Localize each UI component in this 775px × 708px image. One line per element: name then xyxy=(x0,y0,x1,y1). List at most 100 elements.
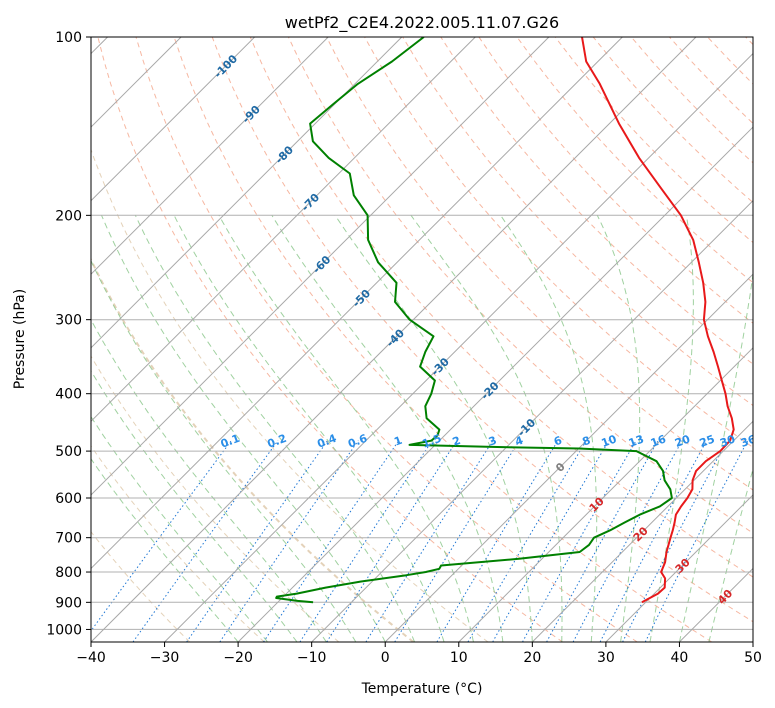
y-tick-label: 300 xyxy=(55,313,82,329)
mixing-ratio-line xyxy=(522,440,637,642)
mixing-ratio-label: 8 xyxy=(581,434,593,449)
dry-adiabat-line xyxy=(91,531,191,642)
mixing-ratio-lines xyxy=(91,440,749,642)
moist-adiabat-line xyxy=(596,215,641,642)
x-axis-label: Temperature (°C) xyxy=(361,681,483,697)
isotherm-line xyxy=(91,37,623,570)
mixing-ratio-label: 3 xyxy=(487,434,499,449)
isotherm-line xyxy=(91,37,697,642)
mixing-ratio-label: 0.1 xyxy=(219,432,242,451)
moist-adiabats xyxy=(91,215,753,642)
x-tick-label: −30 xyxy=(150,650,180,666)
dry-adiabats xyxy=(91,37,753,642)
mixing-ratio-label: 36 xyxy=(739,432,758,450)
sounding-series xyxy=(275,37,735,604)
plot-background xyxy=(91,37,753,642)
mixing-ratio-label: 6 xyxy=(552,434,564,449)
dry-adiabat-line xyxy=(402,37,753,407)
mixing-ratio-label: 10 xyxy=(600,432,619,450)
mixing-ratio-label: 2 xyxy=(451,434,463,449)
mixing-ratio-line xyxy=(572,440,683,642)
mixing-ratio-label: 0.2 xyxy=(266,432,289,451)
dry-adiabat-line xyxy=(440,37,753,365)
moist-adiabat-line xyxy=(91,457,239,642)
y-axis-label: Pressure (hPa) xyxy=(12,289,28,389)
mixing-ratio-line xyxy=(299,440,433,642)
x-tick-label: 20 xyxy=(523,650,541,666)
mixing-ratio-label: 0.4 xyxy=(316,432,339,451)
plot-frame xyxy=(90,36,754,643)
isotherm-line xyxy=(91,37,329,275)
y-axis: 100 200 300 400 500 600 700 800 900 1000 xyxy=(46,30,91,638)
y-tick-label: 600 xyxy=(55,491,82,507)
x-tick-label: 10 xyxy=(450,650,468,666)
x-tick-label: −20 xyxy=(223,650,253,666)
isotherm-line xyxy=(605,494,753,642)
mixing-ratio-label: 4 xyxy=(513,434,525,449)
dry-adiabat-line xyxy=(516,37,753,284)
y-tick-label: 900 xyxy=(55,595,82,611)
mixing-ratio-line xyxy=(365,440,494,642)
mixing-ratio-label: 0.6 xyxy=(346,432,369,451)
isotherm-line xyxy=(91,37,550,496)
mixing-ratio-line xyxy=(132,440,279,642)
dry-adiabat-line xyxy=(97,37,563,642)
mixing-ratio-line xyxy=(644,440,749,642)
moist-adiabat-line xyxy=(134,215,416,642)
dry-adiabat-line xyxy=(91,445,265,642)
y-tick-label: 1000 xyxy=(46,622,82,638)
y-tick-label: 200 xyxy=(55,208,82,224)
isotherm-lines xyxy=(91,37,753,642)
isotherm-line xyxy=(164,52,753,642)
dewpoint-profile-line xyxy=(275,37,673,604)
x-tick-label: 50 xyxy=(744,650,762,666)
mixing-ratio-line xyxy=(219,440,359,642)
x-tick-label: 0 xyxy=(381,650,390,666)
isotherm-line xyxy=(384,273,753,642)
y-tick-label: 800 xyxy=(55,565,82,581)
mixing-ratio-line xyxy=(263,440,400,642)
moist-adiabat-line xyxy=(334,215,533,642)
dry-adiabat-line xyxy=(91,148,489,642)
mixing-ratio-label: 1 xyxy=(392,434,404,449)
moist-adiabat-line xyxy=(101,215,386,642)
isotherm-line xyxy=(752,641,753,642)
y-tick-label: 100 xyxy=(55,30,82,46)
moist-adiabat-line xyxy=(678,270,753,642)
mixing-ratio-line xyxy=(186,440,329,642)
dry-adiabat-line xyxy=(249,37,753,578)
x-tick-label: −10 xyxy=(297,650,327,666)
moist-adiabat-line xyxy=(91,259,357,642)
moist-adiabat-line xyxy=(410,215,563,642)
mixing-ratio-line xyxy=(546,440,659,642)
isotherm-line xyxy=(91,37,403,349)
mixing-ratio-label: 30 xyxy=(718,432,737,450)
temperature-profile-line xyxy=(581,37,735,604)
moist-adiabat-line xyxy=(271,215,504,642)
mixing-ratio-label: 16 xyxy=(649,432,668,450)
mixing-ratio-label: 13 xyxy=(627,432,646,449)
isotherm-line xyxy=(531,420,753,642)
mixing-ratio-label: 25 xyxy=(698,432,717,449)
mixing-ratio-line xyxy=(91,440,232,632)
isotherm-line xyxy=(91,37,256,202)
chart-title: wetPf2_C2E4.2022.005.11.07.G26 xyxy=(285,13,559,33)
isotherm-line xyxy=(458,347,753,642)
isotherm-line xyxy=(311,199,753,642)
x-tick-label: 40 xyxy=(671,650,689,666)
dry-adiabat-line xyxy=(135,37,638,642)
x-tick-label: 30 xyxy=(597,650,615,666)
isotherm-line xyxy=(91,37,476,423)
x-tick-label: −40 xyxy=(76,650,106,666)
x-axis: −40 −30 −20 −10 0 10 20 30 40 50 xyxy=(76,642,762,666)
y-tick-label: 500 xyxy=(55,444,82,460)
mixing-ratio-line xyxy=(436,440,559,642)
moist-adiabat-line xyxy=(173,215,445,642)
mixing-ratio-label: 20 xyxy=(673,432,692,450)
y-tick-label: 700 xyxy=(55,531,82,547)
moist-adiabat-line xyxy=(91,369,298,642)
moist-adiabat-line xyxy=(91,415,268,642)
moist-adiabat-line xyxy=(649,215,694,642)
mixing-ratio-label: 1.5 xyxy=(420,432,443,451)
